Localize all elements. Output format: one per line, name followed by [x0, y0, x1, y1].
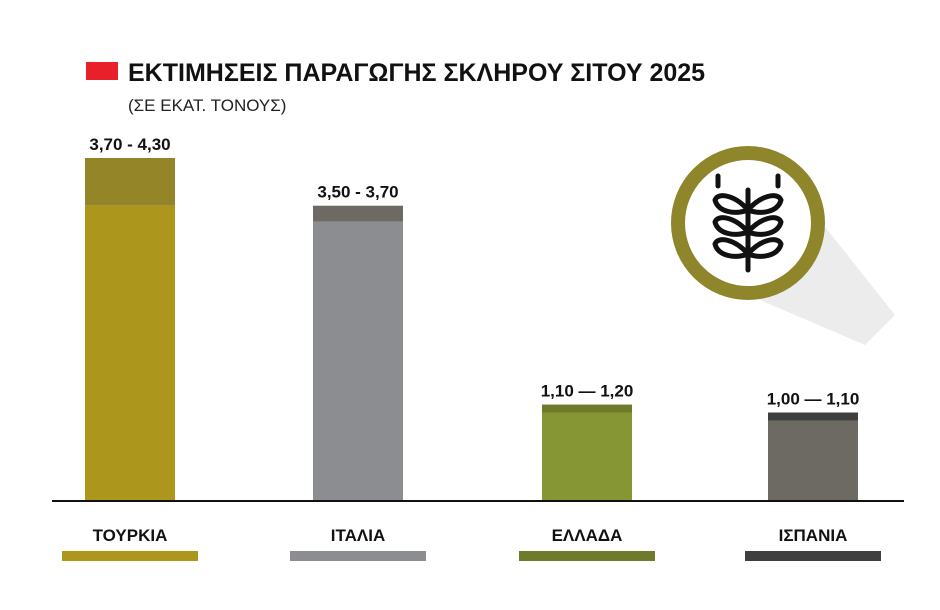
chart-subtitle: (ΣΕ ΕΚΑΤ. ΤΟΝΟΥΣ): [128, 96, 286, 115]
legend-swatch: [290, 551, 426, 561]
bar-range-top: [85, 158, 175, 206]
data-label: 1,10 — 1,20: [541, 382, 634, 401]
category-label: ΙΣΠΑΝΙΑ: [779, 526, 848, 545]
title-marker: [86, 62, 118, 80]
bar-range-top: [542, 404, 632, 413]
legend-swatch: [62, 551, 198, 561]
category-label: ΕΛΛΑΔΑ: [552, 526, 623, 545]
legend-swatch: [519, 551, 655, 561]
data-label: 3,50 - 3,70: [317, 183, 398, 202]
data-label: 1,00 — 1,10: [767, 390, 860, 409]
category-label: ΤΟΥΡΚΙΑ: [93, 526, 168, 545]
wheat-icon: [671, 146, 825, 300]
chart-title: ΕΚΤΙΜΗΣΕΙΣ ΠΑΡΑΓΩΓΗΣ ΣΚΛΗΡΟΥ ΣΙΤΟΥ 2025: [128, 59, 705, 87]
bar-low: [85, 205, 175, 500]
legend-swatch: [745, 551, 881, 561]
category-label: ΙΤΑΛΙΑ: [331, 526, 385, 545]
bar-low: [542, 412, 632, 500]
bar-range-top: [768, 412, 858, 421]
bar-low: [768, 420, 858, 500]
data-label: 3,70 - 4,30: [89, 135, 170, 154]
bar-low: [313, 221, 403, 500]
bar-range-top: [313, 205, 403, 222]
